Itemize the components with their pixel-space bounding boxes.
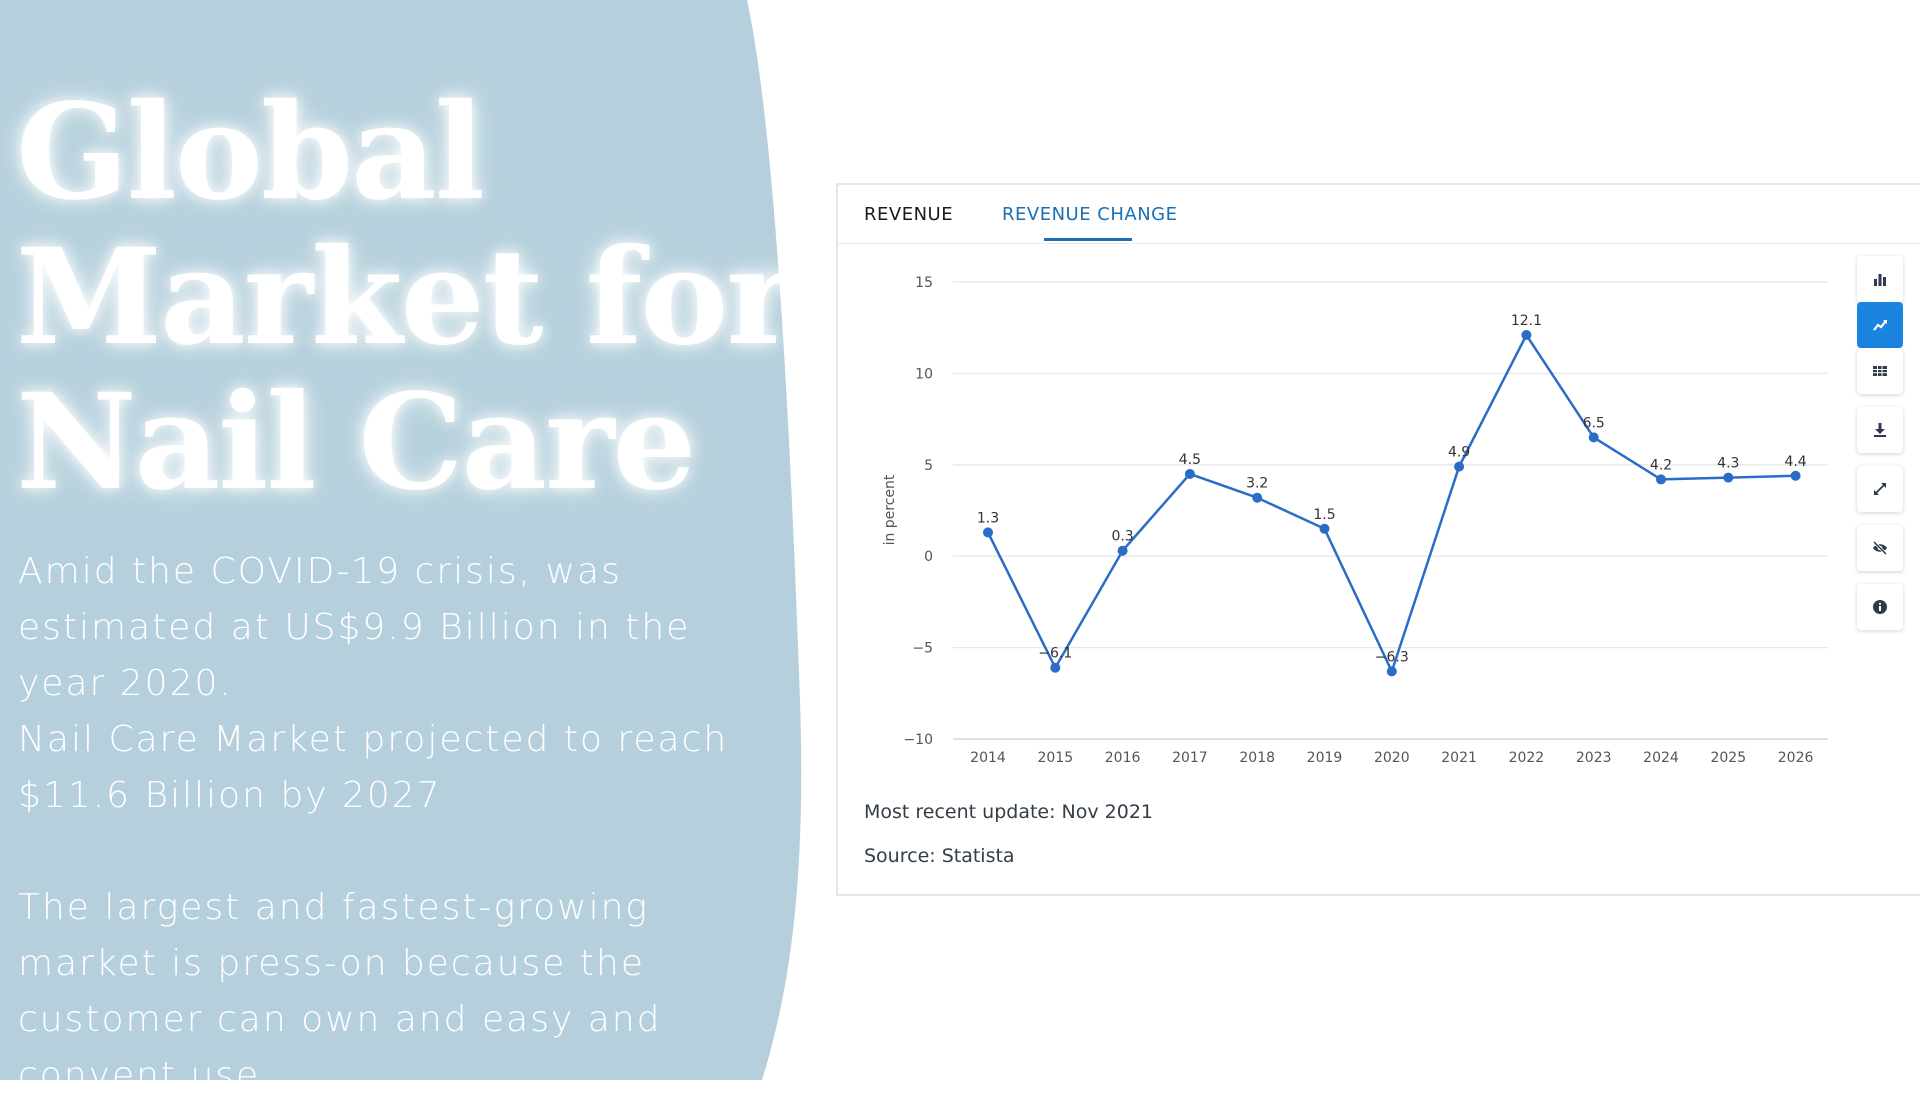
data-point[interactable] — [1117, 545, 1128, 556]
data-label: 4.4 — [1784, 454, 1806, 470]
data-point[interactable] — [1050, 662, 1061, 673]
x-tick-label: 2021 — [1441, 750, 1477, 766]
data-label: 6.5 — [1583, 415, 1605, 431]
info-icon — [1873, 600, 1887, 614]
y-tick-label: 5 — [924, 458, 933, 474]
source-note: Source: Statista — [864, 845, 1015, 867]
data-point[interactable] — [1386, 666, 1397, 677]
line-chart-button[interactable] — [1857, 302, 1903, 348]
y-tick-label: 0 — [924, 549, 933, 565]
x-tick-label: 2025 — [1710, 750, 1746, 766]
data-label: −6.1 — [1038, 646, 1072, 662]
background-panel — [0, 0, 802, 1080]
data-point[interactable] — [983, 527, 993, 538]
data-label: 3.2 — [1246, 476, 1268, 492]
line-chart-icon — [1873, 320, 1887, 331]
data-point[interactable] — [1790, 470, 1801, 481]
data-point[interactable] — [1252, 492, 1263, 503]
x-tick-label: 2014 — [970, 750, 1006, 766]
y-tick-label: 10 — [915, 366, 933, 382]
fullscreen-icon — [1874, 483, 1886, 495]
tab-revenue[interactable]: REVENUE — [864, 204, 954, 225]
data-label: 4.9 — [1448, 445, 1470, 461]
y-axis-label: in percent — [882, 474, 898, 545]
data-label: 12.1 — [1511, 313, 1542, 329]
data-point[interactable] — [1723, 472, 1734, 483]
hide-button[interactable] — [1857, 525, 1903, 571]
x-tick-label: 2020 — [1374, 750, 1410, 766]
data-point[interactable] — [1184, 468, 1195, 479]
data-label: 1.5 — [1313, 507, 1335, 523]
paragraph-projection: Nail Care Market projected to reach $11.… — [18, 719, 729, 816]
x-tick-label: 2015 — [1037, 750, 1073, 766]
series-line — [986, 333, 1796, 673]
x-tick-label: 2018 — [1239, 750, 1275, 766]
data-point[interactable] — [1454, 461, 1465, 472]
y-tick-label: 15 — [915, 275, 933, 291]
y-tick-label: −10 — [903, 732, 933, 748]
slide-title-line: Market for — [16, 220, 796, 375]
x-tick-label: 2024 — [1643, 750, 1679, 766]
data-label: 4.2 — [1650, 457, 1672, 473]
active-tab-indicator — [1044, 238, 1132, 241]
download-icon — [1874, 423, 1886, 437]
data-label: 1.3 — [977, 510, 999, 526]
info-button[interactable] — [1857, 584, 1903, 630]
download-button[interactable] — [1857, 407, 1903, 453]
bar-chart-icon — [1874, 274, 1886, 286]
x-tick-label: 2026 — [1778, 750, 1814, 766]
data-point[interactable] — [1588, 432, 1599, 443]
paragraph-covid-estimate: Amid the COVID-19 crisis, was estimated … — [18, 551, 691, 704]
x-tick-label: 2016 — [1105, 750, 1141, 766]
update-note: Most recent update: Nov 2021 — [864, 801, 1154, 823]
data-label: −6.3 — [1375, 649, 1409, 665]
data-point[interactable] — [1656, 474, 1666, 485]
x-tick-label: 2019 — [1307, 750, 1343, 766]
bar-chart-button[interactable] — [1857, 256, 1903, 302]
chart-tabs: REVENUE REVENUE CHANGE — [838, 185, 1920, 244]
slide-title-line: Nail Care — [16, 365, 697, 520]
statista-chart-card: REVENUE REVENUE CHANGE 15 10 5 0 −5 −10 2014 2… — [836, 183, 1920, 896]
tab-revenue-change[interactable]: REVENUE CHANGE — [1002, 204, 1178, 225]
table-icon — [1873, 366, 1887, 376]
fullscreen-button[interactable] — [1857, 466, 1903, 512]
x-tick-label: 2023 — [1576, 750, 1612, 766]
slide-title-line: Global — [16, 75, 485, 230]
hide-icon — [1872, 540, 1888, 556]
revenue-change-line-chart: 15 10 5 0 −5 −10 2014 2015 2016 2017 2018 2019 2020… — [882, 275, 1828, 766]
data-point[interactable] — [1521, 330, 1532, 341]
x-tick-label: 2017 — [1172, 750, 1208, 766]
data-label: 4.5 — [1179, 452, 1201, 468]
data-label: 0.3 — [1111, 529, 1133, 545]
paragraph-press-on: The largest and fastest-growing market i… — [18, 887, 662, 1096]
slide-title: Global Market for Nail Care — [16, 75, 796, 520]
data-label: 4.3 — [1717, 456, 1739, 472]
table-button[interactable] — [1857, 348, 1903, 394]
y-tick-label: −5 — [912, 641, 933, 657]
x-tick-label: 2022 — [1509, 750, 1545, 766]
data-point[interactable] — [1319, 523, 1330, 534]
